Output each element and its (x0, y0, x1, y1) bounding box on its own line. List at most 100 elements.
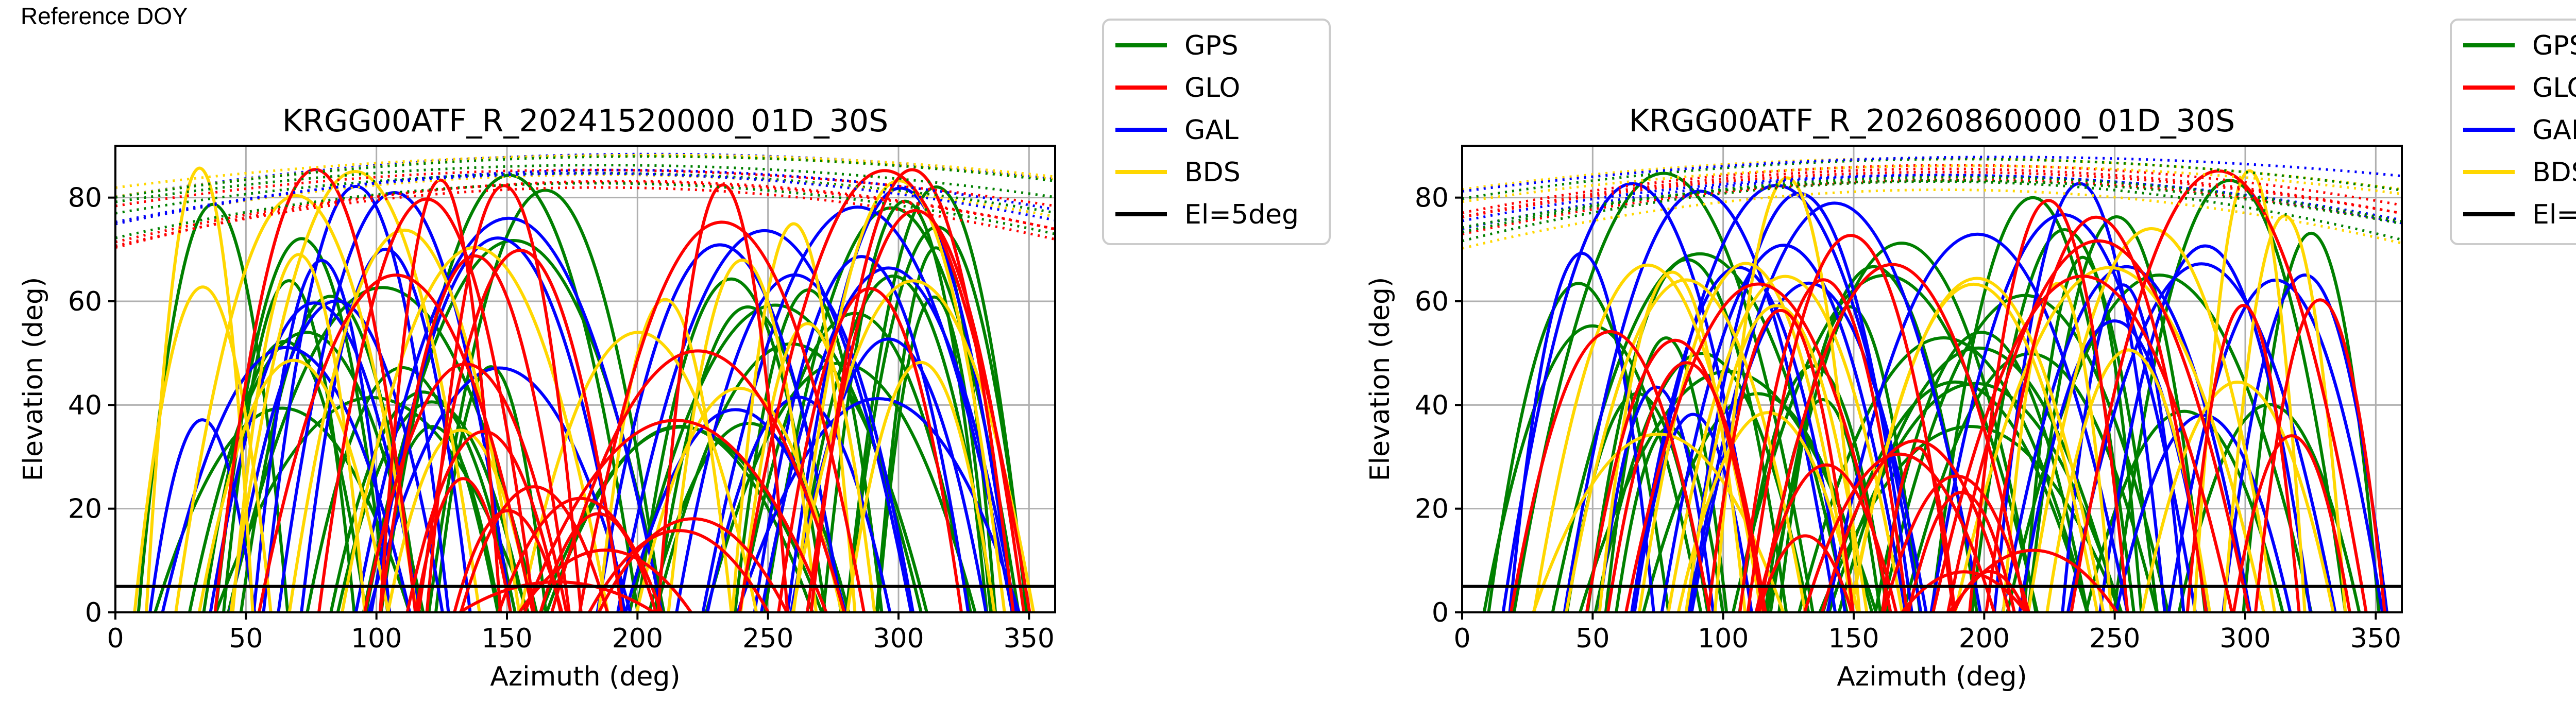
track-dotted-glo (1462, 164, 2402, 214)
track-glo (1883, 474, 2030, 612)
track-glo (1746, 234, 1955, 612)
axes-frame (1461, 145, 2403, 613)
track-gps (1777, 305, 1922, 612)
track-glo (1968, 199, 2129, 612)
track-glo (363, 362, 568, 612)
track-gal (1687, 201, 1982, 612)
ticks: 0 50 100 150 200 250 300 350 0 20 40 60 80 (1415, 183, 2401, 654)
track-glo (1757, 263, 2027, 612)
track-bds (1713, 176, 1861, 612)
track-glo (809, 168, 1015, 612)
track-glo (257, 273, 535, 612)
track-gal (1563, 190, 1837, 612)
track-glo (1509, 330, 1711, 612)
track-glo (1946, 239, 2250, 612)
legend: GPS GLO GAL BDS El=5deg (2450, 19, 2576, 245)
track-bds (739, 322, 876, 612)
x-tick-label: 300 (2219, 623, 2270, 654)
track-gal (1597, 385, 1715, 612)
track-dotted-glo (115, 179, 1055, 249)
track-glo (1803, 452, 1996, 612)
track-gps (329, 390, 517, 612)
track-bds (1667, 275, 1904, 612)
track-glo (459, 485, 609, 612)
track-glo (317, 197, 536, 612)
track-gal (596, 243, 844, 612)
track-gal (354, 216, 664, 612)
track-gps (822, 199, 989, 612)
track-dotted-bds (1462, 188, 2402, 250)
track-glo (1624, 282, 1892, 612)
x-tick-label: 150 (481, 623, 532, 654)
track-bds (229, 170, 481, 612)
track-bds (1684, 304, 1869, 612)
track-gal (262, 185, 450, 612)
track-bds (2140, 381, 2335, 612)
track-glo (656, 183, 789, 612)
y-axis-label: Elevation (deg) (1365, 277, 1396, 482)
track-gal (148, 418, 257, 612)
y-tick-label: 20 (1415, 494, 1449, 525)
x-tick-label: 350 (1004, 623, 1055, 654)
track-gal (300, 248, 472, 612)
legend-label: El=5deg (1184, 199, 1299, 230)
track-glo (213, 168, 417, 612)
x-axis-label: Azimuth (deg) (490, 661, 680, 692)
x-tick-label: 50 (229, 623, 263, 654)
chart-title: KRGG00ATF_R_20241520000_01D_30S (282, 103, 889, 139)
legend: GPS GLO GAL BDS El=5deg (1102, 19, 1331, 245)
track-dotted-glo (1462, 167, 2402, 218)
track-gal (161, 346, 412, 612)
track-glo (2185, 304, 2301, 612)
track-gal (701, 205, 1014, 612)
chart-title: KRGG00ATF_R_20260860000_01D_30S (1629, 103, 2235, 139)
track-bds (174, 194, 418, 612)
x-axis-label: Azimuth (deg) (1837, 661, 2027, 692)
x-tick-label: 100 (351, 623, 402, 654)
track-dotted-gps (1462, 176, 2402, 234)
legend-label: GLO (1184, 73, 1240, 104)
track-dotted-bds (115, 173, 1055, 225)
track-dotted-glo (1462, 178, 2402, 236)
y-tick-label: 40 (1415, 390, 1449, 421)
track-glo (518, 548, 693, 612)
track-glo (1757, 534, 1854, 612)
x-tick-label: 250 (2089, 623, 2140, 654)
track-glo (578, 220, 866, 612)
satellite-tracks (1462, 156, 2402, 612)
track-bds (1676, 411, 1859, 612)
track-bds (2027, 227, 2277, 612)
legend-label: GAL (1184, 115, 1239, 146)
track-glo (1585, 338, 1765, 612)
track-bds (231, 253, 366, 612)
y-tick-label: 40 (68, 390, 102, 421)
track-glo (1985, 216, 2208, 612)
track-bds (792, 179, 1006, 612)
track-glo (417, 249, 624, 612)
track-glo (597, 517, 789, 612)
track-bds (1849, 282, 2099, 612)
x-tick-label: 200 (612, 623, 663, 654)
track-gal (759, 266, 1018, 612)
satellite-tracks (115, 152, 1055, 612)
track-glo (379, 254, 571, 612)
x-tick-label: 100 (1698, 623, 1749, 654)
legend-label: BDS (1184, 157, 1241, 188)
track-gal (786, 186, 1015, 612)
track-dotted-gps (115, 182, 1055, 239)
chart-panel-2: 0 50 100 150 200 250 300 350 0 20 40 60 80 KRGG00ATF_… (1365, 19, 2576, 692)
track-glo (1738, 278, 1909, 612)
track-gal (1690, 281, 1928, 612)
track-gal (753, 255, 970, 612)
track-glo (405, 430, 563, 612)
legend-label: BDS (2532, 157, 2576, 188)
track-gal (252, 259, 392, 612)
legend-box (1102, 19, 1331, 245)
track-glo (1881, 447, 1957, 612)
track-gal (2001, 265, 2252, 612)
reference-doy-label: Reference DOY (21, 3, 188, 29)
track-gps (1482, 324, 1703, 612)
track-glo (2070, 169, 2368, 612)
track-gps (845, 185, 1028, 612)
